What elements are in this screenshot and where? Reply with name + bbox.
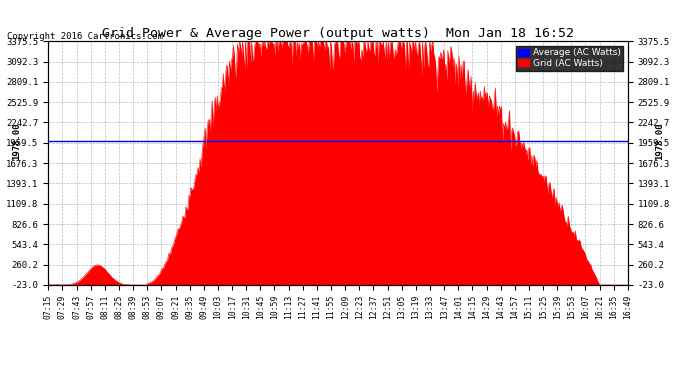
Title: Grid Power & Average Power (output watts)  Mon Jan 18 16:52: Grid Power & Average Power (output watts… [102, 27, 574, 40]
Text: 1978.00: 1978.00 [656, 123, 664, 160]
Text: 1978.00: 1978.00 [12, 123, 21, 160]
Legend: Average (AC Watts), Grid (AC Watts): Average (AC Watts), Grid (AC Watts) [515, 46, 623, 70]
Text: Copyright 2016 Cartronics.com: Copyright 2016 Cartronics.com [7, 32, 163, 41]
